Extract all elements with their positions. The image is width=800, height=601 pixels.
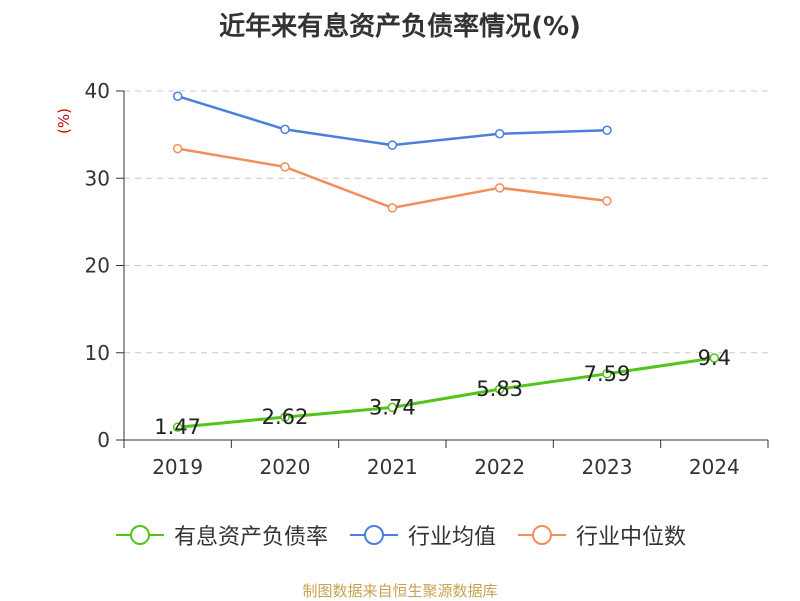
data-label-2023: 7.59: [584, 362, 631, 386]
data-label-2020: 2.62: [262, 405, 309, 429]
point-s2-2021: [387, 203, 398, 213]
y-tick-label-0: 0: [97, 428, 110, 452]
legend: 有息资产负债率 行业均值 行业中位数: [0, 519, 800, 551]
point-s0-2021: [387, 402, 398, 413]
point-s0-2024: [709, 353, 720, 363]
y-tick-label-30: 30: [85, 166, 110, 190]
y-tick-label-20: 20: [85, 254, 110, 278]
legend-marker-industry-median-icon: [518, 525, 566, 545]
x-tick-label-2020: 2020: [260, 455, 311, 479]
point-s2-2020: [280, 162, 290, 172]
data-label-2021: 3.74: [369, 395, 416, 419]
point-s1-2022: [494, 129, 505, 139]
legend-item-industry-median[interactable]: 行业中位数: [516, 519, 686, 551]
legend-item-industry-mean[interactable]: 行业均值: [348, 519, 496, 551]
point-s1-2020: [280, 124, 290, 135]
x-tick-label-2021: 2021: [367, 455, 418, 479]
point-s2-2019: [172, 143, 183, 154]
point-s1-2019: [172, 91, 183, 101]
point-s0-2023: [602, 369, 612, 379]
x-tick-label-2023: 2023: [582, 455, 633, 479]
series-line-0: [177, 356, 715, 429]
data-label-2019: 1.47: [154, 415, 201, 439]
point-s2-2022: [494, 183, 505, 193]
x-tick-label-2019: 2019: [152, 455, 203, 479]
legend-label-industry-median: 行业中位数: [576, 525, 687, 550]
data-source-note: 制图数据来自恒生聚源数据库: [302, 582, 498, 600]
legend-item-debt-ratio[interactable]: 有息资产负债率: [114, 519, 328, 551]
point-s0-2019: [172, 422, 183, 432]
point-s1-2021: [387, 140, 398, 150]
point-s0-2020: [280, 412, 290, 422]
legend-label-debt-ratio: 有息资产负债率: [173, 525, 328, 550]
legend-marker-debt-ratio-icon: [115, 525, 164, 545]
x-tick-label-2022: 2022: [474, 455, 525, 479]
point-s0-2022: [494, 384, 505, 394]
series-line-1: [177, 95, 608, 147]
y-tick-label-40: 40: [85, 79, 110, 103]
chart-title: 近年来有息资产负债率情况(%): [219, 12, 581, 42]
x-tick-label-2024: 2024: [689, 455, 740, 479]
point-s2-2023: [602, 196, 612, 206]
point-s1-2023: [602, 125, 612, 136]
data-label-2022: 5.83: [476, 377, 523, 401]
y-tick-label-10: 10: [85, 341, 110, 365]
legend-marker-industry-mean-icon: [349, 525, 398, 545]
legend-label-industry-mean: 行业均值: [407, 525, 496, 550]
data-label-2024: 9.4: [698, 346, 731, 370]
